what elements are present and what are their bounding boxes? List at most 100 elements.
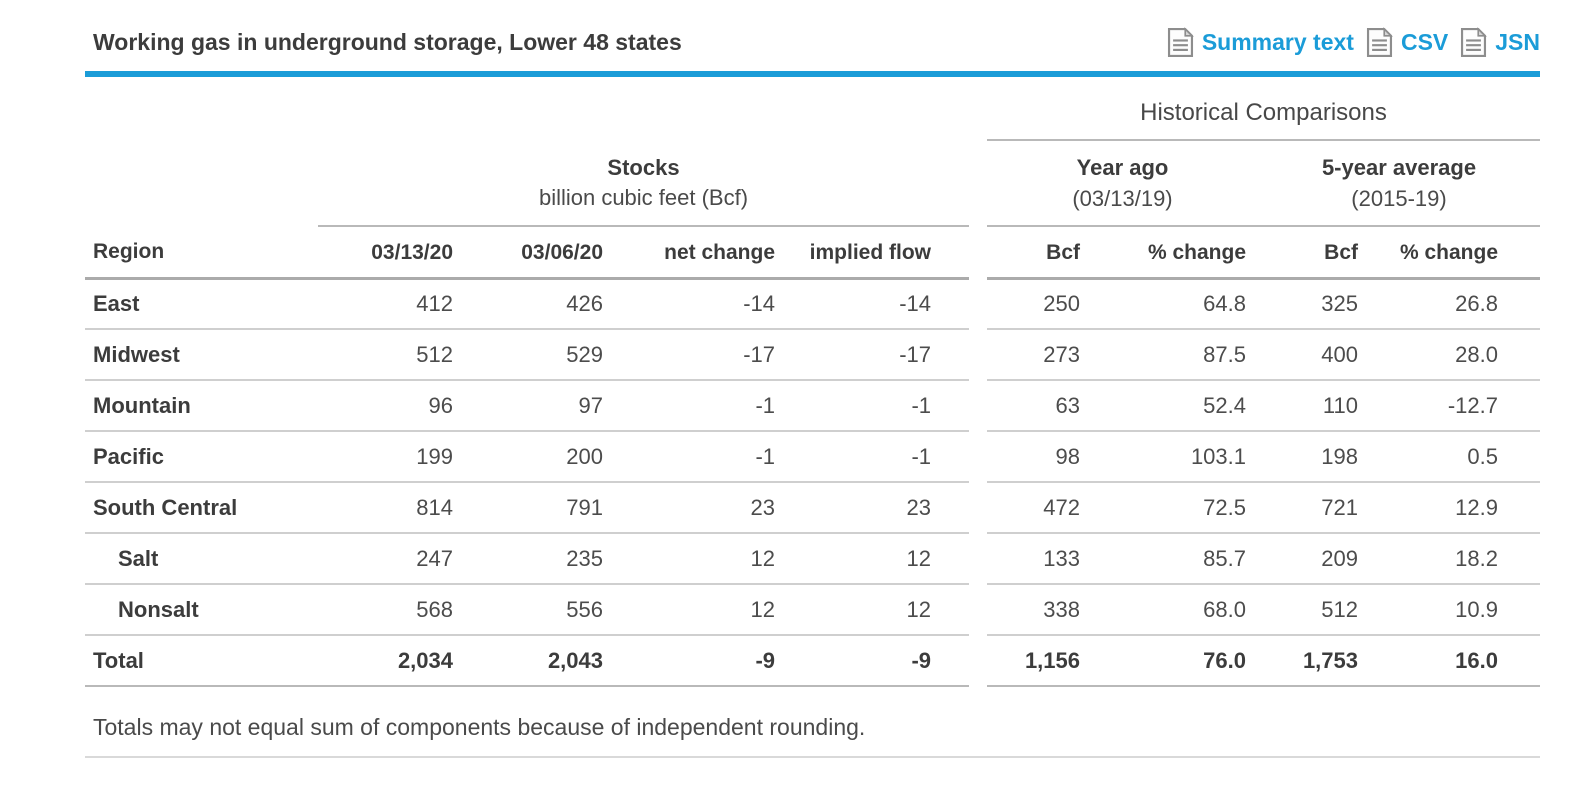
cell-year-ago-bcf: 1,156 [987,635,1092,688]
summary-text-link[interactable]: Summary text [1167,27,1354,58]
cell-stock-current: 512 [318,329,465,382]
cell-region: Midwest [85,329,318,382]
section-gap [969,431,987,482]
cell-five-year-bcf: 325 [1258,278,1370,331]
cell-year-ago-bcf: 273 [987,329,1092,382]
report-page: Working gas in underground storage, Lowe… [85,27,1540,759]
cell-implied-flow: 12 [787,533,969,586]
csv-label: CSV [1400,29,1449,55]
cell-stock-current: 2,034 [318,635,465,688]
col-header-previous-date: 03/06/20 [465,225,615,280]
table-row: South Central 814 791 23 23 472 72.5 721 12.9 [85,482,1540,535]
year-ago-subtitle: (03/13/19) [1072,185,1173,211]
col-header-year-ago-pct: % change [1092,225,1258,280]
year-ago-group-header: Year ago (03/13/19) [987,140,1258,227]
cell-year-ago-bcf: 63 [987,380,1092,433]
cell-five-year-pct: 12.9 [1370,482,1540,535]
jsn-link[interactable]: JSN [1460,27,1540,58]
cell-region: Pacific [85,431,318,484]
section-gap [969,482,987,533]
section-gap [969,278,987,329]
table-row: Pacific 199 200 -1 -1 98 103.1 198 0.5 [85,431,1540,484]
cell-stock-previous: 235 [465,533,615,586]
cell-five-year-bcf: 1,753 [1258,635,1370,688]
cell-stock-previous: 556 [465,584,615,637]
cell-net-change: 12 [615,533,787,586]
cell-stock-previous: 791 [465,482,615,535]
stocks-subtitle: billion cubic feet (Bcf) [538,185,749,211]
cell-year-ago-pct: 64.8 [1092,278,1258,331]
cell-five-year-pct: 0.5 [1370,431,1540,484]
cell-five-year-pct: 26.8 [1370,278,1540,331]
five-year-group-header: 5-year average (2015-19) [1258,140,1540,227]
cell-implied-flow: -9 [787,635,969,688]
cell-year-ago-pct: 103.1 [1092,431,1258,484]
cell-stock-current: 412 [318,278,465,331]
cell-five-year-bcf: 209 [1258,533,1370,586]
cell-year-ago-bcf: 472 [987,482,1092,535]
section-gap [969,584,987,635]
cell-stock-current: 247 [318,533,465,586]
year-ago-title: Year ago [1076,155,1169,180]
cell-year-ago-pct: 87.5 [1092,329,1258,382]
cell-five-year-bcf: 512 [1258,584,1370,637]
cell-net-change: -17 [615,329,787,382]
cell-net-change: -9 [615,635,787,688]
table-row: Salt 247 235 12 12 133 85.7 209 18.2 [85,533,1540,586]
cell-region: Salt [85,533,318,586]
col-header-net-change: net change [615,225,787,280]
col-header-year-ago-bcf: Bcf [987,225,1092,280]
cell-year-ago-bcf: 133 [987,533,1092,586]
group-header-row: Stocks billion cubic feet (Bcf) Year ago… [85,140,1540,227]
stocks-group-header: Stocks billion cubic feet (Bcf) [318,140,969,227]
cell-five-year-bcf: 110 [1258,380,1370,433]
cell-region: Mountain [85,380,318,433]
csv-link[interactable]: CSV [1366,27,1448,58]
cell-five-year-pct: 28.0 [1370,329,1540,382]
document-icon [1461,27,1488,58]
cell-stock-previous: 426 [465,278,615,331]
cell-region: Total [85,635,318,688]
table-row: Mountain 96 97 -1 -1 63 52.4 110 -12.7 [85,380,1540,433]
cell-implied-flow: -1 [787,431,969,484]
col-header-current-date: 03/13/20 [318,225,465,280]
cell-implied-flow: 23 [787,482,969,535]
cell-net-change: -14 [615,278,787,331]
bottom-rule [85,756,1540,759]
five-year-subtitle: (2015-19) [1351,185,1447,211]
document-icon [1167,27,1194,58]
export-links: Summary text CSV [1167,27,1540,58]
section-gap [969,533,987,584]
cell-region: Nonsalt [85,584,318,637]
col-header-five-year-pct: % change [1370,225,1540,280]
cell-five-year-pct: 16.0 [1370,635,1540,688]
jsn-label: JSN [1495,29,1540,55]
section-gap [969,380,987,431]
cell-net-change: -1 [615,380,787,433]
cell-five-year-pct: -12.7 [1370,380,1540,433]
cell-stock-current: 568 [318,584,465,637]
cell-stock-previous: 97 [465,380,615,433]
cell-five-year-bcf: 198 [1258,431,1370,484]
cell-five-year-pct: 10.9 [1370,584,1540,637]
cell-year-ago-pct: 85.7 [1092,533,1258,586]
cell-year-ago-pct: 76.0 [1092,635,1258,688]
cell-implied-flow: 12 [787,584,969,637]
cell-stock-current: 814 [318,482,465,535]
table-row: East 412 426 -14 -14 250 64.8 325 26.8 [85,278,1540,331]
cell-five-year-pct: 18.2 [1370,533,1540,586]
cell-five-year-bcf: 721 [1258,482,1370,535]
cell-stock-current: 199 [318,431,465,484]
five-year-title: 5-year average [1321,155,1477,180]
col-header-region: Region [85,225,318,280]
cell-year-ago-pct: 52.4 [1092,380,1258,433]
table-row: Midwest 512 529 -17 -17 273 87.5 400 28.0 [85,329,1540,382]
table-row: Nonsalt 568 556 12 12 338 68.0 512 10.9 [85,584,1540,637]
accent-rule [85,71,1540,77]
cell-year-ago-pct: 68.0 [1092,584,1258,637]
cell-stock-previous: 2,043 [465,635,615,688]
cell-region: South Central [85,482,318,535]
cell-net-change: 23 [615,482,787,535]
cell-year-ago-bcf: 338 [987,584,1092,637]
col-header-five-year-bcf: Bcf [1258,225,1370,280]
